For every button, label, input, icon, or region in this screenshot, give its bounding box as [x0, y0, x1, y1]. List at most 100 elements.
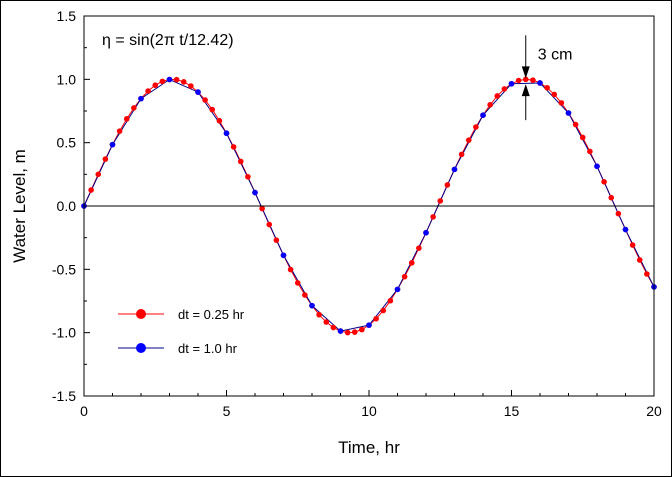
y-tick-label: 0.5	[57, 135, 77, 151]
data-point-series-0	[544, 84, 550, 91]
legend-label-dt-1: dt = 1.0 hr	[178, 341, 238, 356]
y-tick-label: 1.5	[57, 8, 77, 24]
data-point-series-1	[508, 80, 515, 87]
data-point-series-0	[159, 78, 166, 85]
y-tick-label: 0.0	[57, 198, 77, 214]
data-point-series-0	[608, 194, 615, 201]
data-point-series-0	[245, 173, 251, 180]
data-point-series-0	[515, 77, 522, 84]
data-point-series-0	[629, 242, 636, 248]
y-tick-label: 1.0	[57, 71, 77, 87]
data-point-series-0	[465, 137, 472, 143]
data-point-series-0	[95, 171, 102, 178]
data-point-series-1	[366, 322, 372, 328]
data-point-series-0	[88, 187, 94, 193]
data-point-series-0	[259, 205, 265, 212]
data-point-series-1	[309, 302, 315, 309]
data-point-series-1	[451, 166, 458, 173]
x-tick-label: 15	[504, 403, 520, 419]
data-point-series-0	[636, 257, 643, 263]
plot-markers	[81, 76, 657, 336]
data-point-series-1	[594, 163, 600, 170]
data-point-series-0	[351, 329, 358, 335]
data-point-series-0	[387, 297, 394, 304]
data-point-series-0	[558, 100, 565, 106]
x-axis-ticks: 0 5 10 15 20	[80, 390, 662, 419]
data-point-series-0	[330, 324, 337, 331]
data-point-series-0	[230, 144, 237, 150]
data-point-series-0	[273, 237, 280, 243]
data-point-series-1	[622, 226, 629, 233]
data-point-series-0	[173, 76, 180, 83]
data-point-series-1	[195, 89, 201, 95]
data-point-series-0	[116, 128, 123, 134]
data-point-series-0	[487, 101, 493, 108]
data-point-series-1	[280, 252, 287, 259]
data-point-series-0	[501, 86, 508, 92]
data-point-series-0	[587, 148, 593, 155]
data-point-series-1	[223, 130, 230, 137]
data-point-series-0	[237, 158, 244, 165]
data-point-series-1	[138, 95, 144, 102]
data-point-series-0	[601, 178, 607, 185]
data-point-series-1	[394, 286, 401, 293]
data-point-series-0	[416, 245, 422, 251]
data-point-series-0	[373, 315, 379, 322]
data-point-series-0	[437, 198, 444, 204]
legend-label-dt-025: dt = 0.25 hr	[178, 307, 245, 322]
data-point-series-1	[423, 229, 429, 236]
data-point-series-0	[401, 273, 408, 280]
data-point-series-0	[572, 121, 579, 128]
data-point-series-0	[287, 266, 294, 273]
data-point-series-0	[145, 88, 151, 94]
equation-annotation: η = sin(2π t/12.42)	[102, 32, 234, 49]
data-point-series-0	[530, 77, 536, 83]
difference-label: 3 cm	[538, 46, 573, 63]
difference-arrowhead-top	[521, 66, 530, 79]
data-point-series-0	[152, 82, 159, 89]
data-point-series-0	[294, 280, 301, 286]
data-point-series-0	[102, 156, 109, 162]
data-point-series-1	[337, 328, 344, 334]
data-point-series-0	[266, 221, 273, 228]
data-point-series-0	[458, 151, 465, 158]
difference-arrowhead-bottom	[521, 84, 530, 97]
data-point-series-0	[444, 182, 451, 188]
data-point-series-1	[537, 80, 543, 86]
legend-marker-dt-025	[136, 309, 146, 319]
data-point-series-0	[316, 311, 322, 318]
data-point-series-0	[131, 105, 137, 111]
series-line-1	[83, 78, 655, 332]
legend-entry-dt-025: dt = 0.25 hr	[118, 307, 245, 322]
data-point-series-0	[551, 91, 558, 98]
data-point-series-0	[473, 124, 479, 130]
data-point-series-0	[188, 83, 194, 89]
data-point-series-0	[180, 79, 187, 85]
data-point-series-0	[380, 307, 387, 314]
data-point-series-0	[202, 97, 208, 103]
data-point-series-1	[565, 110, 572, 116]
y-tick-label: -0.5	[52, 261, 76, 277]
x-tick-label: 20	[646, 403, 662, 419]
data-point-series-0	[408, 260, 415, 266]
y-axis-label: Water Level, m	[10, 149, 29, 263]
x-tick-label: 0	[80, 403, 88, 419]
data-point-series-1	[166, 76, 173, 83]
y-tick-label: -1.5	[52, 388, 76, 404]
data-point-series-0	[302, 292, 308, 298]
legend: dt = 0.25 hr dt = 1.0 hr	[118, 307, 245, 356]
data-point-series-0	[522, 76, 529, 83]
data-point-series-0	[216, 117, 223, 124]
data-point-series-0	[430, 214, 436, 220]
data-point-series-0	[579, 134, 586, 141]
legend-entry-dt-1: dt = 1.0 hr	[118, 341, 238, 356]
data-point-series-0	[323, 319, 330, 325]
data-point-series-1	[480, 112, 486, 118]
data-point-series-0	[123, 116, 130, 122]
data-point-series-0	[615, 210, 622, 217]
data-point-series-0	[209, 106, 216, 113]
x-axis-label: Time, hr	[338, 438, 400, 457]
data-point-series-1	[252, 189, 258, 196]
data-point-series-1	[109, 141, 116, 148]
